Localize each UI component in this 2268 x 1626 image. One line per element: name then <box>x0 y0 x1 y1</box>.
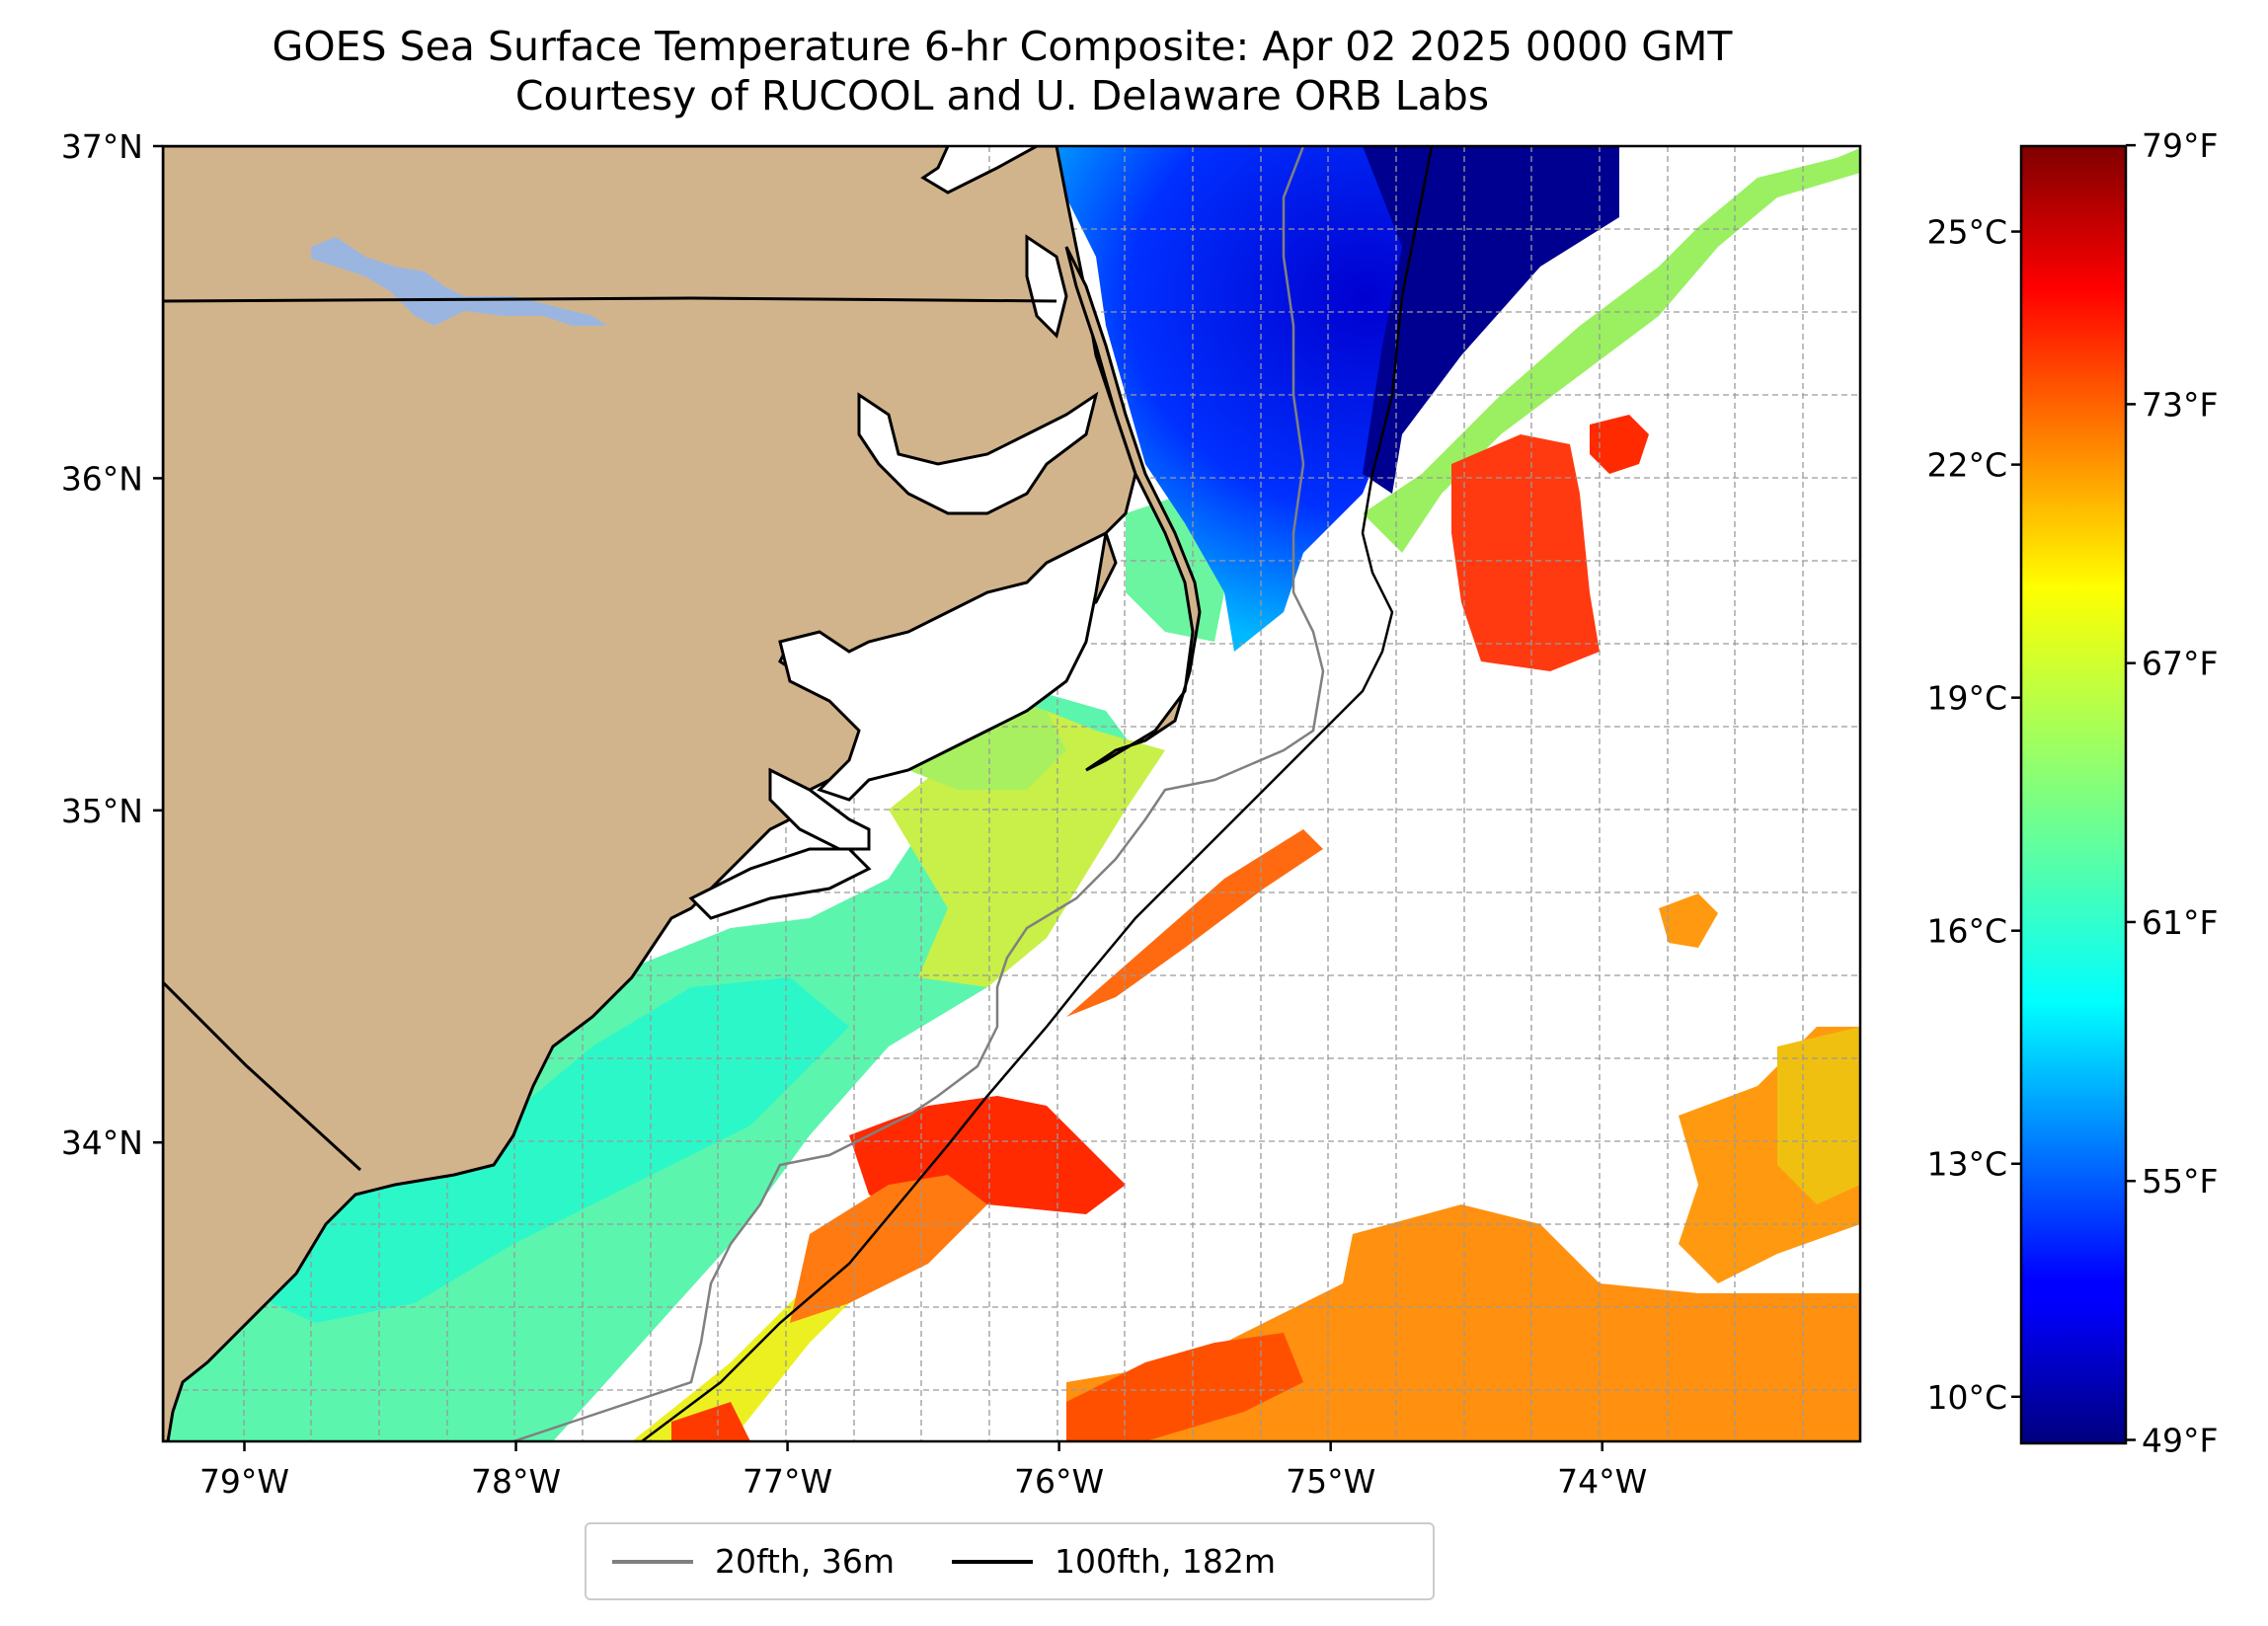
fahrenheit-tick-label-3: 67°F <box>2142 645 2218 683</box>
legend: 20fth, 36m 100fth, 182m <box>585 1522 1435 1600</box>
currituck-sound <box>1025 234 1068 339</box>
sst-region-warm-eddy-north <box>1451 434 1600 671</box>
lon-tick-label-1: 78°W <box>471 1462 561 1501</box>
legend-entry-100fth: 100fth, 182m <box>952 1542 1276 1581</box>
fahrenheit-tick-label-4: 73°F <box>2142 385 2218 424</box>
sst-region-red-south-patch <box>671 1402 750 1441</box>
colorbar-celsius-axis: 10°C 13°C 16°C 19°C 22°C 25°C <box>1926 213 2021 1417</box>
lat-tick-label-2: 35°N <box>61 792 143 830</box>
albemarle-sound <box>857 391 1099 515</box>
fahrenheit-tick-label-2: 61°F <box>2142 903 2218 942</box>
sst-region-slope-band <box>1363 148 1860 553</box>
isobaths <box>512 146 1434 1441</box>
lon-tick-label-3: 76°W <box>1014 1462 1104 1501</box>
sst-region-warm-orange-south <box>790 1175 987 1323</box>
sst-region-offshore-yellow <box>1777 1027 1860 1204</box>
gridlines <box>163 146 1860 1441</box>
chart-title: GOES Sea Surface Temperature 6-hr Compos… <box>0 22 2004 120</box>
sst-region-offshore-red-south <box>1066 1333 1303 1441</box>
colorbar: 10°C 13°C 16°C 19°C 22°C 25°C 49°F 55°F 61°F 67°… <box>1926 126 2218 1459</box>
sst-map <box>163 146 1860 1441</box>
lake-kerr <box>311 237 607 326</box>
fahrenheit-tick-label-5: 79°F <box>2142 126 2218 165</box>
lat-tick-label-1: 36°N <box>61 459 143 498</box>
longitude-axis: 79°W 78°W 77°W 76°W 75°W 74°W <box>199 1441 1647 1501</box>
colorbar-fahrenheit-axis: 49°F 55°F 61°F 67°F 73°F 79°F <box>2126 126 2218 1460</box>
celsius-tick-label-1: 13°C <box>1926 1145 2007 1184</box>
celsius-tick-label-3: 19°C <box>1926 679 2007 718</box>
legend-entry-20fth: 20fth, 36m <box>612 1542 895 1581</box>
sst-region-warm-patch-ne <box>1590 415 1649 474</box>
legend-label-20fth: 20fth, 36m <box>715 1542 895 1581</box>
sst-region-warm-small-east <box>1659 893 1718 948</box>
celsius-tick-label-2: 16°C <box>1926 912 2007 951</box>
sst-region-gulf-stream-filament <box>1066 829 1323 1017</box>
fahrenheit-tick-label-0: 49°F <box>2142 1422 2218 1460</box>
lon-tick-label-4: 75°W <box>1286 1462 1375 1501</box>
bogue-sound <box>688 847 872 920</box>
lat-tick-label-0: 37°N <box>61 127 143 166</box>
sst-region-shelf-south-teal <box>227 977 849 1323</box>
isobath-20fth <box>512 146 1325 1441</box>
lon-tick-label-2: 77°W <box>743 1462 832 1501</box>
lat-tick-label-3: 34°N <box>61 1123 143 1162</box>
colorbar-gradient <box>2019 144 2128 1445</box>
legend-swatch-20fth <box>612 1559 693 1564</box>
legend-swatch-100fth <box>952 1559 1033 1564</box>
legend-label-100fth: 100fth, 182m <box>1055 1542 1276 1581</box>
pamlico-sound <box>778 530 1108 802</box>
state-borders <box>163 296 1057 1172</box>
sounds <box>688 234 1108 920</box>
lon-tick-label-0: 79°W <box>199 1462 289 1501</box>
celsius-tick-label-0: 10°C <box>1926 1378 2007 1417</box>
title-line-1: GOES Sea Surface Temperature 6-hr Compos… <box>272 23 1733 70</box>
lon-tick-label-5: 74°W <box>1557 1462 1647 1501</box>
latitude-axis: 37°N 36°N 35°N 34°N <box>61 127 163 1162</box>
isobath-100fth <box>641 146 1434 1441</box>
celsius-tick-label-4: 22°C <box>1926 446 2007 485</box>
neuse-river <box>768 767 871 851</box>
title-line-2: Courtesy of RUCOOL and U. Delaware ORB L… <box>514 72 1490 119</box>
outer-banks <box>1064 246 1202 772</box>
fahrenheit-tick-label-1: 55°F <box>2142 1162 2218 1200</box>
celsius-tick-label-5: 25°C <box>1926 213 2007 252</box>
map-frame <box>161 144 1862 1443</box>
sst-region-cold-water-deep <box>1363 146 1619 494</box>
